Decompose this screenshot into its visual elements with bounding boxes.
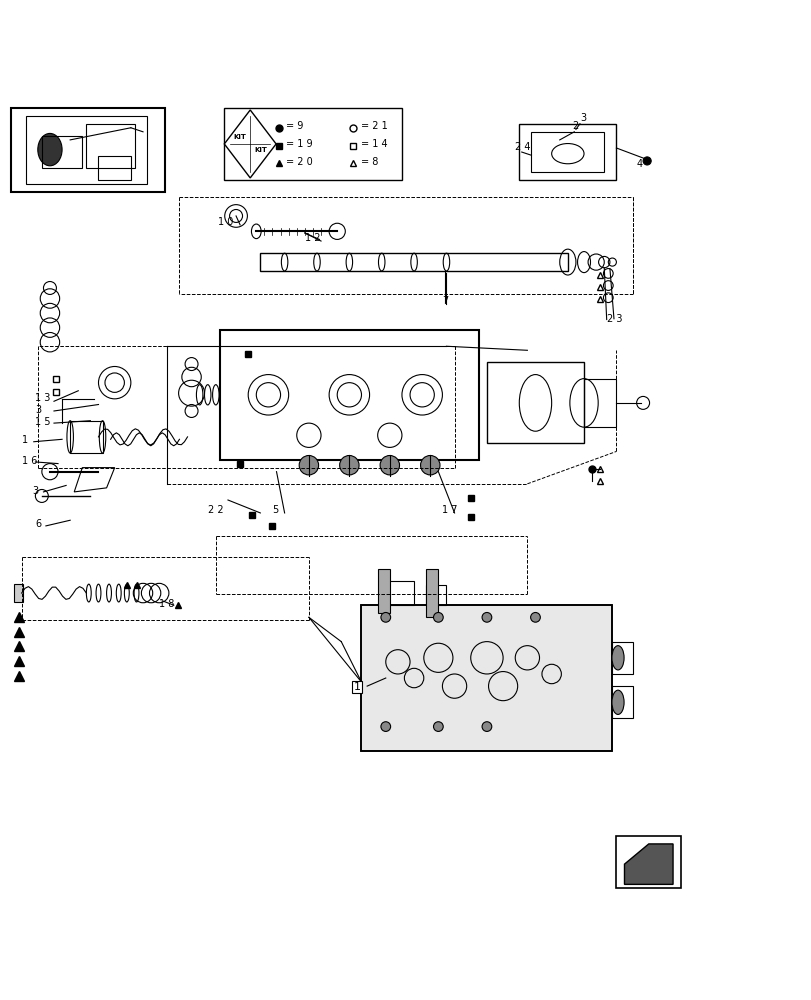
Text: = 8: = 8 <box>360 157 378 167</box>
Text: 1 5: 1 5 <box>36 417 51 427</box>
Circle shape <box>380 455 399 475</box>
Text: = 2 0: = 2 0 <box>286 157 312 167</box>
Bar <box>26 116 147 184</box>
Circle shape <box>433 722 443 731</box>
Bar <box>385 581 414 605</box>
Ellipse shape <box>611 646 624 670</box>
Text: 2: 2 <box>571 121 577 131</box>
Bar <box>220 330 478 460</box>
Circle shape <box>642 157 650 165</box>
Circle shape <box>530 612 539 622</box>
Text: = 9: = 9 <box>286 121 303 131</box>
Bar <box>224 108 401 180</box>
Text: KIT: KIT <box>254 147 267 153</box>
Text: KIT: KIT <box>233 134 246 140</box>
Text: = 2 1: = 2 1 <box>360 121 387 131</box>
Text: = 1 9: = 1 9 <box>286 139 312 149</box>
Bar <box>611 642 632 674</box>
Bar <box>86 124 135 168</box>
Bar <box>487 362 583 443</box>
Bar <box>42 136 82 168</box>
Circle shape <box>298 455 318 475</box>
Bar <box>519 124 616 180</box>
Circle shape <box>380 612 390 622</box>
Text: 1: 1 <box>353 682 360 692</box>
Bar <box>426 569 438 617</box>
Bar <box>260 253 567 271</box>
Text: 3: 3 <box>32 486 38 496</box>
Text: = 1 4: = 1 4 <box>360 139 387 149</box>
Bar <box>361 605 611 751</box>
Text: 1 3: 1 3 <box>36 393 51 403</box>
Text: 1 7: 1 7 <box>442 505 457 515</box>
Circle shape <box>420 455 440 475</box>
Text: 1: 1 <box>22 435 28 445</box>
Text: 2 3: 2 3 <box>606 314 621 324</box>
Text: 2 4: 2 4 <box>515 142 530 152</box>
Ellipse shape <box>611 690 624 714</box>
Text: 5: 5 <box>272 505 278 515</box>
Circle shape <box>482 722 491 731</box>
Circle shape <box>482 612 491 622</box>
Bar <box>98 156 131 180</box>
Bar <box>530 132 603 172</box>
Polygon shape <box>624 844 672 884</box>
Circle shape <box>42 464 58 480</box>
Circle shape <box>339 455 358 475</box>
Bar <box>377 569 389 613</box>
Bar <box>616 836 680 888</box>
Text: 3: 3 <box>579 113 586 123</box>
Text: 3: 3 <box>36 405 41 415</box>
Bar <box>70 421 102 453</box>
Polygon shape <box>224 110 276 178</box>
Bar <box>426 585 446 605</box>
Text: 1 0: 1 0 <box>218 217 234 227</box>
Text: 2 2: 2 2 <box>208 505 223 515</box>
Text: 1 2: 1 2 <box>304 233 320 243</box>
Text: 1 6: 1 6 <box>22 456 37 466</box>
Bar <box>361 605 611 751</box>
Bar <box>583 379 616 427</box>
Circle shape <box>433 612 443 622</box>
Text: 7: 7 <box>442 296 448 306</box>
Text: 1 8: 1 8 <box>159 599 174 609</box>
Bar <box>11 108 165 192</box>
Circle shape <box>380 722 390 731</box>
Bar <box>14 584 24 602</box>
Text: 6: 6 <box>36 519 41 529</box>
Text: 4: 4 <box>636 159 642 169</box>
Bar <box>611 686 632 718</box>
Ellipse shape <box>38 133 62 166</box>
